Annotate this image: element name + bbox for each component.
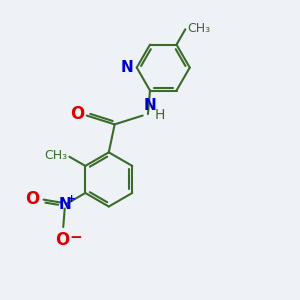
- Text: CH₃: CH₃: [188, 22, 211, 35]
- Text: N: N: [121, 60, 133, 75]
- Text: O: O: [55, 230, 69, 248]
- Text: N: N: [144, 98, 157, 113]
- Text: −: −: [70, 230, 83, 245]
- Text: O: O: [70, 105, 84, 123]
- Text: +: +: [67, 194, 76, 204]
- Text: O: O: [25, 190, 39, 208]
- Text: CH₃: CH₃: [44, 149, 67, 162]
- Text: H: H: [155, 108, 165, 122]
- Text: N: N: [58, 196, 71, 211]
